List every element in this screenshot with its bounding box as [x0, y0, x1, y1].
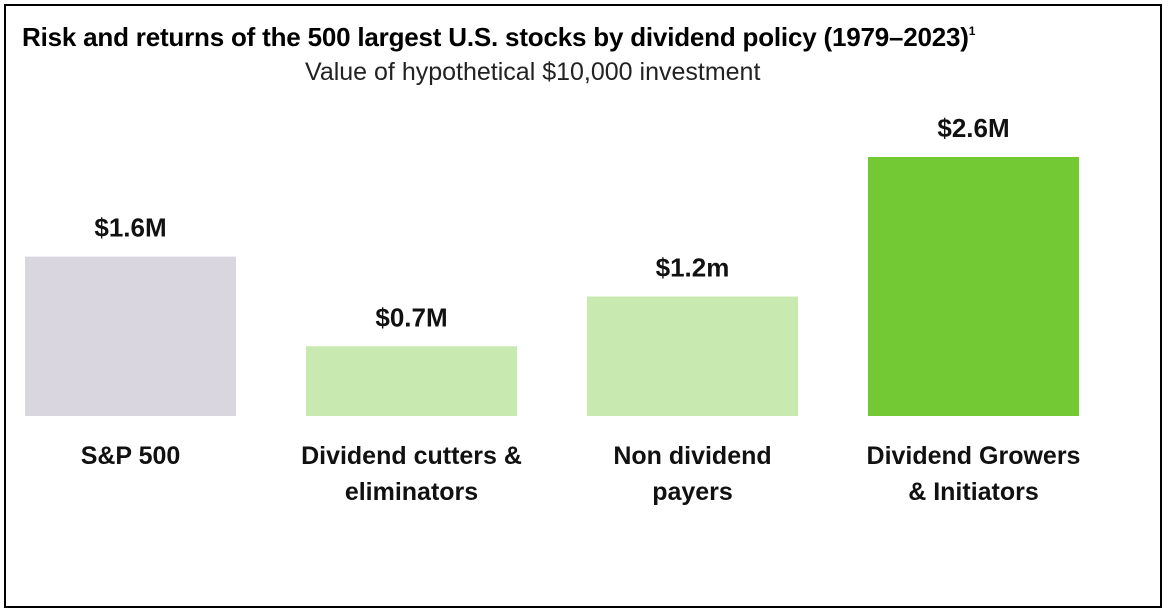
category-label-3-line-1: Non dividend: [613, 442, 771, 470]
category-label-2-line-1: Dividend cutters &: [301, 442, 522, 470]
chart-subtitle: Value of hypothetical $10,000 investment: [305, 58, 761, 86]
category-label-1-line-1: S&P 500: [81, 442, 181, 470]
value-label-2: $0.7M: [375, 302, 447, 332]
chart-frame: [4, 4, 1162, 608]
chart-title-text: Risk and returns of the 500 largest U.S.…: [22, 22, 969, 52]
value-label-4: $2.6M: [937, 113, 1009, 143]
bar-2: [306, 346, 517, 416]
category-label-2-line-2: eliminators: [345, 478, 478, 506]
category-label-4-line-2: & Initiators: [908, 478, 1039, 506]
value-label-3: $1.2m: [656, 252, 730, 282]
title-footnote-marker: 1: [968, 24, 976, 38]
bar-1: [25, 256, 236, 416]
value-label-1: $1.6M: [94, 213, 166, 243]
category-label-3-line-2: payers: [652, 478, 733, 506]
bar-3: [587, 296, 798, 416]
bar-4: [868, 157, 1079, 416]
category-label-4-line-1: Dividend Growers: [867, 442, 1081, 470]
chart-title: Risk and returns of the 500 largest U.S.…: [22, 22, 975, 53]
